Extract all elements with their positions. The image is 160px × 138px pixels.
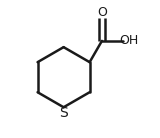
Text: S: S bbox=[59, 106, 68, 120]
Text: O: O bbox=[97, 6, 107, 19]
Text: OH: OH bbox=[119, 34, 139, 47]
